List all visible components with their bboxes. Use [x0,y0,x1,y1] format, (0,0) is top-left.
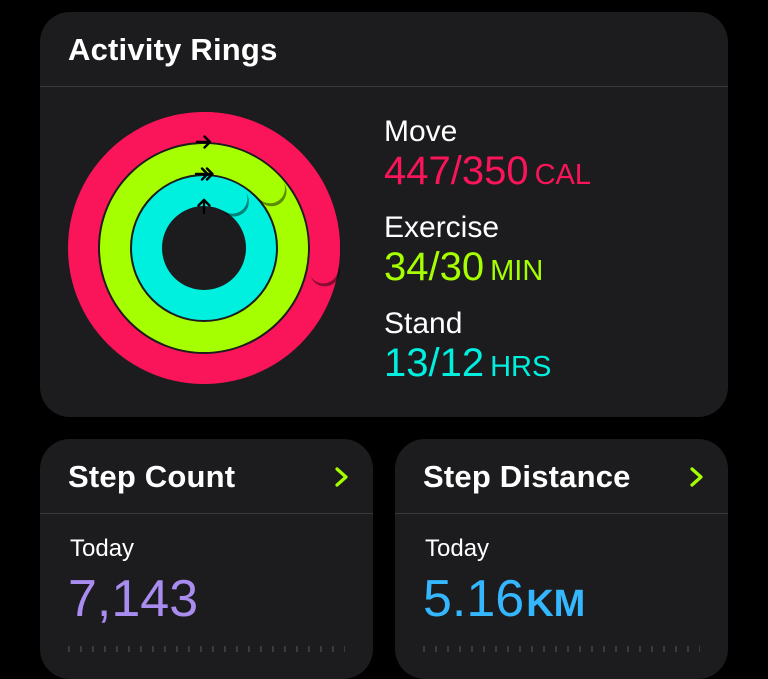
exercise-value-row: 34/30 MIN [384,246,543,297]
move-ring [68,112,340,384]
stand-unit: HRS [490,351,552,383]
activity-rings-card[interactable]: Activity Rings Move 447/350 CAL Exercise [40,12,728,417]
step-count-title: Step Count [68,459,236,494]
activity-rings-chart [68,112,340,384]
move-arrow-icon [195,135,212,149]
step-distance-card[interactable]: Step Distance Today 5.16KM [395,439,728,679]
move-value-row: 447/350 CAL [384,150,591,201]
move-unit: CAL [534,159,592,191]
chevron-right-icon[interactable] [688,463,706,491]
exercise-ring [100,144,308,352]
step-distance-chart-ticks [423,646,700,652]
move-metric: Move 447/350 CAL [384,116,591,201]
exercise-double-arrow-icon [194,167,214,181]
stand-ring [132,176,276,320]
step-distance-period: Today [425,535,490,562]
exercise-ring-progress [189,144,286,204]
activity-rings-divider [40,86,728,87]
stand-value-row: 13/12 HRS [384,342,551,393]
step-distance-unit: KM [526,583,586,625]
exercise-metric: Exercise 34/30 MIN [384,212,543,297]
step-count-divider [40,513,373,514]
move-value: 447/350 [384,149,529,193]
move-ring-progress [189,112,340,284]
step-count-number: 7,143 [68,570,199,628]
stand-value: 13/12 [384,341,485,385]
step-distance-divider [395,513,728,514]
step-distance-number: 5.16 [423,570,525,628]
move-label: Move [384,115,458,148]
step-count-value: 7,143 [68,567,198,631]
chevron-right-icon[interactable] [333,463,351,491]
step-count-card[interactable]: Step Count Today 7,143 [40,439,373,679]
stand-up-arrow-icon [197,198,211,215]
exercise-label: Exercise [384,211,500,244]
step-distance-title: Step Distance [423,459,631,494]
exercise-unit: MIN [490,255,544,287]
activity-rings-title: Activity Rings [68,32,278,67]
step-distance-value: 5.16KM [423,567,585,636]
stand-ring-progress [189,176,248,214]
exercise-value: 34/30 [384,245,485,289]
step-count-chart-ticks [68,646,345,652]
stand-metric: Stand 13/12 HRS [384,308,551,393]
stand-label: Stand [384,307,463,340]
step-count-period: Today [70,535,135,562]
